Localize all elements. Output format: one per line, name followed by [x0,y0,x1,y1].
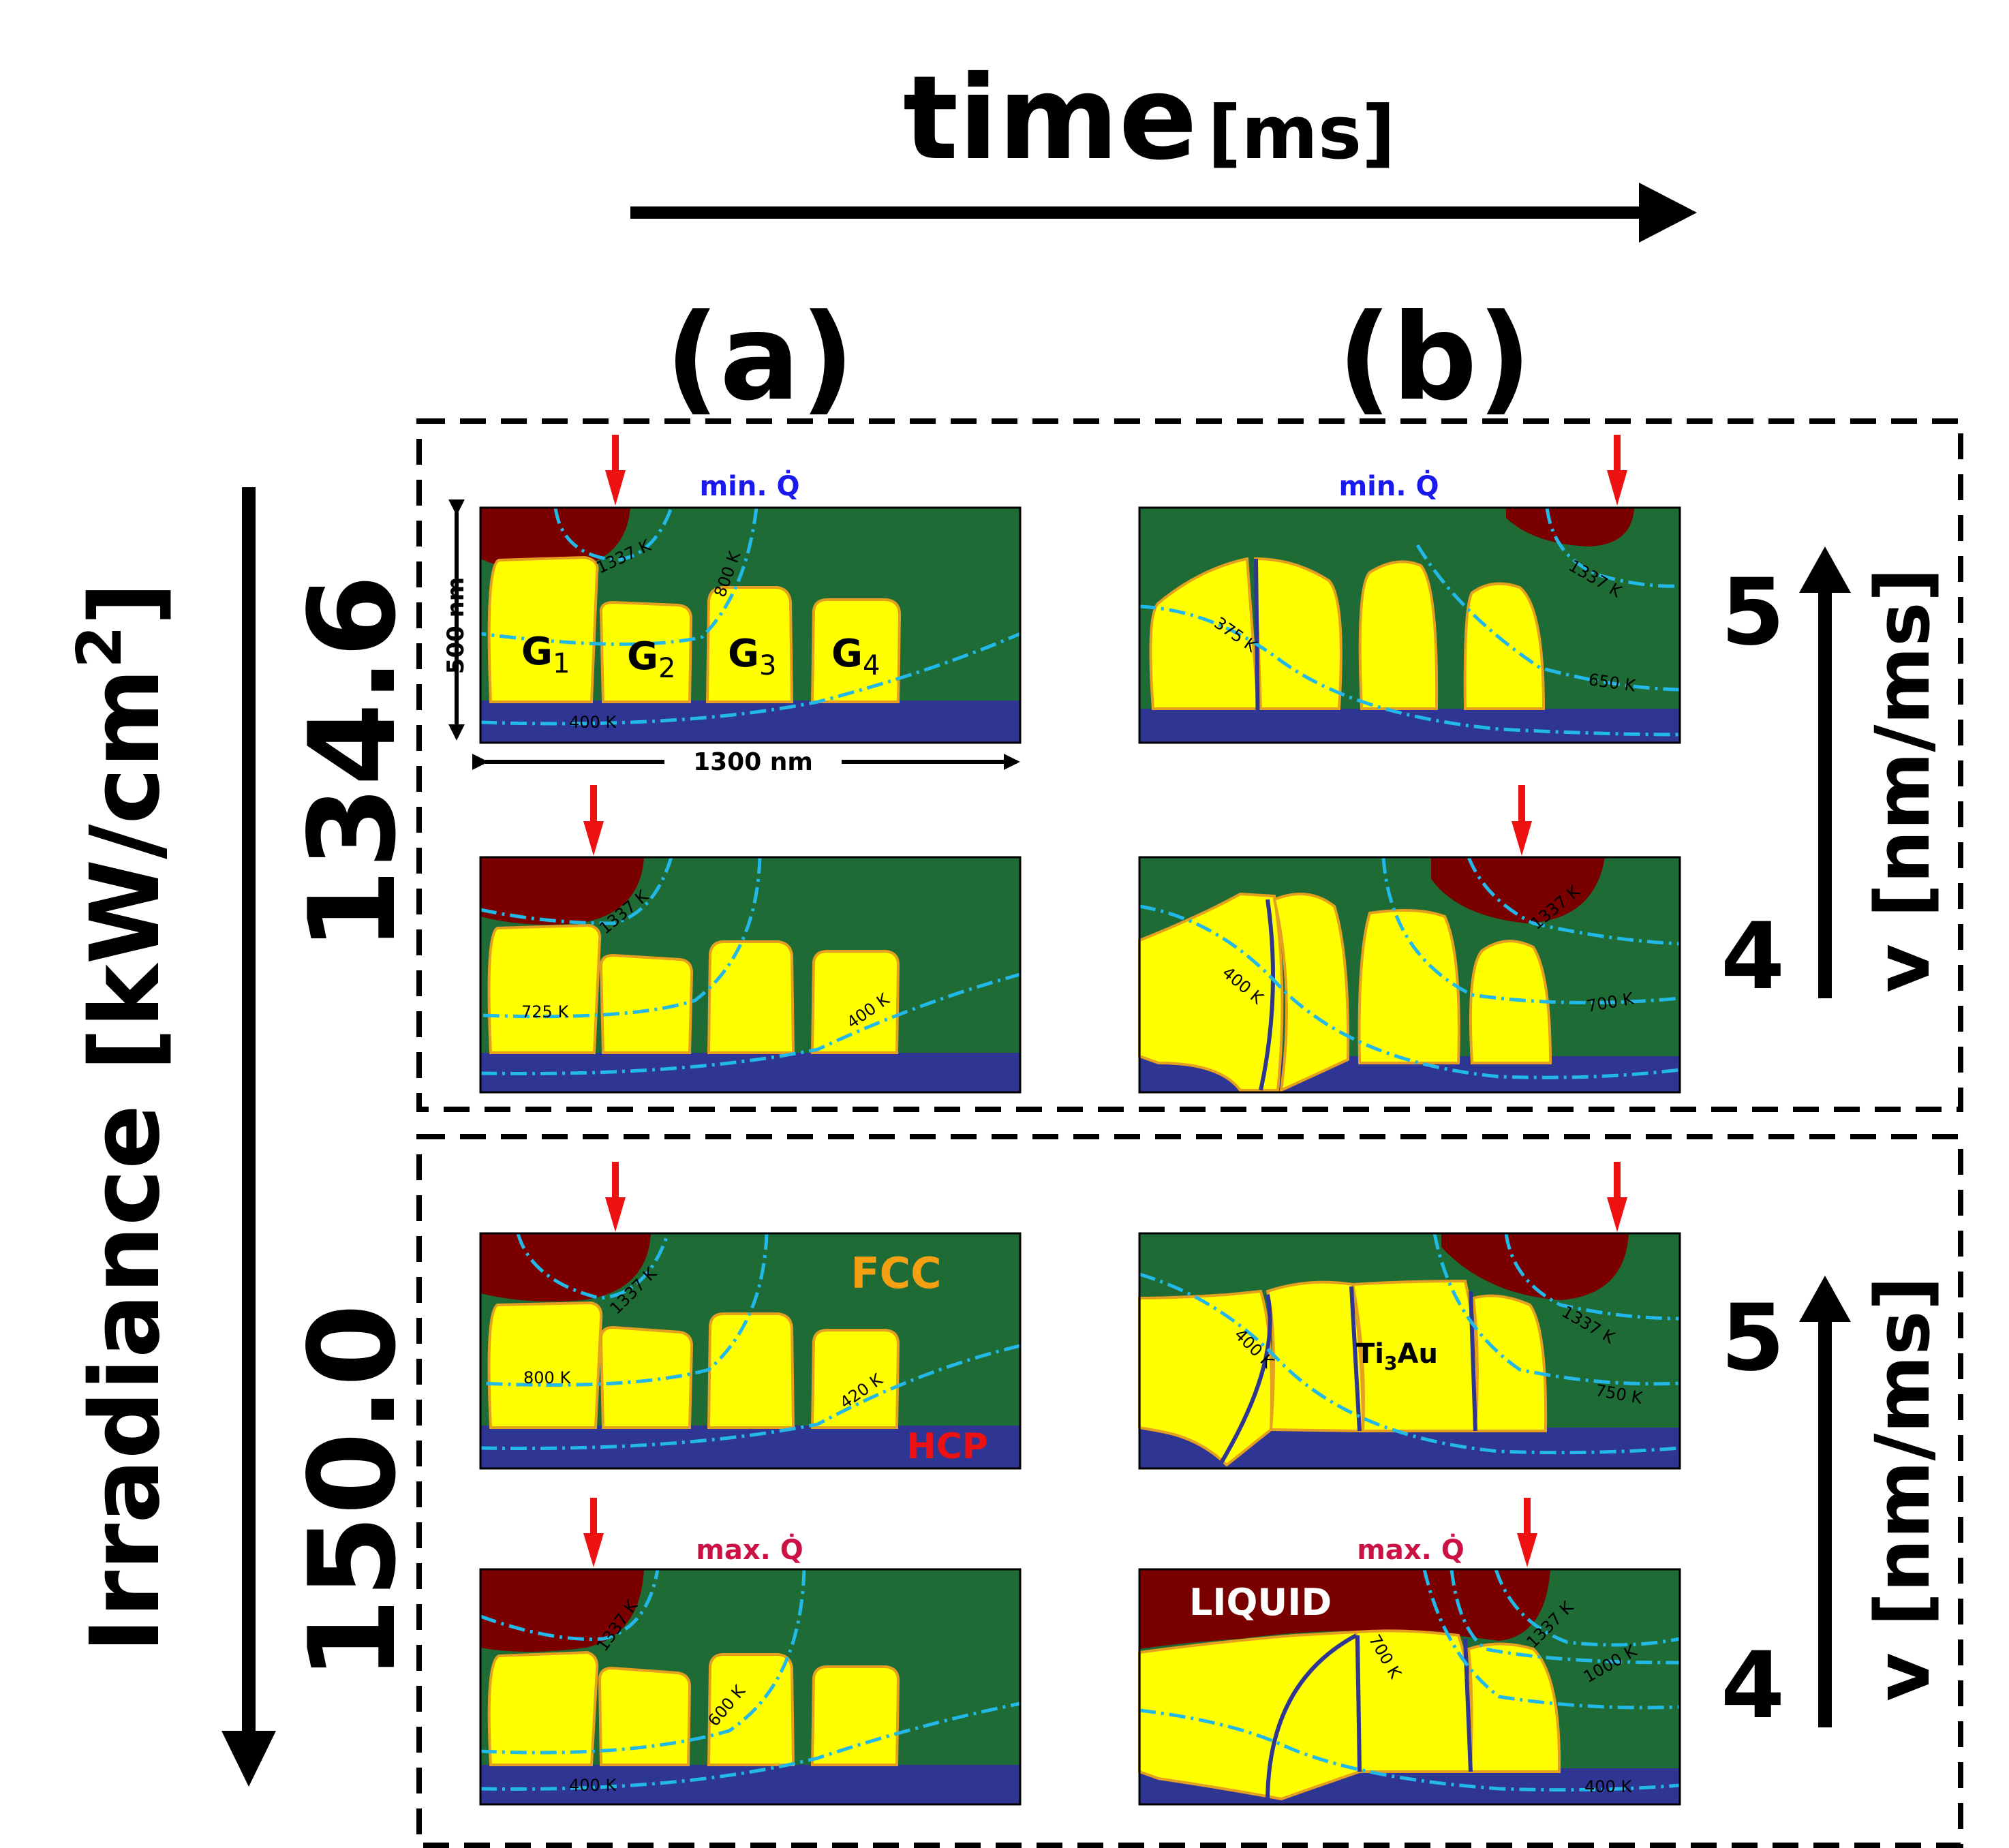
grain-g1-label: G1 [521,630,570,679]
panel-a1: 1337 K 800 K 400 K G1 G2 G3 G4 [479,506,1022,744]
isotherm-a1-400: 400 K [569,713,617,732]
grain-g4-label: G4 [831,632,880,681]
panel-b2: 1337 K 400 K 700 K [1138,856,1681,1094]
isotherm-a4-400: 400 K [569,1776,617,1795]
panel-a3: 1337 K 800 K 420 K FCC HCP [479,1232,1022,1470]
group-box-2 [416,1134,1963,1848]
velocity-value-4-b: 4 [1721,1632,1785,1739]
max-q-label-a: max. Q̇ [696,1533,803,1566]
irradiance-arrow [221,487,276,1787]
panel-b1: 1337 K 375 K 650 K [1138,506,1681,744]
ti3au-label: Ti3Au [1356,1338,1438,1374]
panel-b3: 1337 K 400 K 750 K Ti3Au [1138,1232,1681,1470]
velocity-axis-label-1: v [nm/ms] [1859,568,1946,993]
hcp-label: HCP [906,1426,988,1467]
group-box-1 [416,418,1963,1112]
velocity-arrow-2 [1799,1276,1851,1727]
grain-g3-label: G3 [728,632,776,681]
min-q-label-b: min. Q̇ [1339,469,1439,502]
velocity-axis-label-2: v [nm/ms] [1859,1276,1946,1701]
laser-arrow-a2 [583,785,604,856]
scale-label-horizontal: 1300 nm [693,748,813,776]
panel-a2: 1337 K 725 K 400 K [479,856,1022,1094]
isotherm-a3-800: 800 K [523,1368,571,1387]
irradiance-value-2: 150.0 [284,1304,423,1681]
laser-arrow-b1 [1607,435,1627,506]
laser-arrow-a3 [605,1162,626,1232]
laser-arrow-b3 [1607,1162,1627,1232]
scale-label-vertical: 500 nm [442,577,470,674]
fcc-label: FCC [850,1248,941,1298]
time-label: time [903,51,1197,186]
isotherm-b4-400: 400 K [1584,1777,1632,1796]
laser-arrow-b4 [1517,1498,1537,1567]
panel-b4: 1337 K 700 K 1000 K 400 K LIQUID [1138,1568,1681,1806]
column-b-label: (b) [1337,289,1531,427]
isotherm-a2-725: 725 K [521,1002,569,1021]
max-q-label-b: max. Q̇ [1357,1533,1464,1566]
laser-arrow-a1 [605,435,626,506]
irradiance-axis-label: Irradiance [kW/cm2] [64,582,181,1653]
grain-g2-label: G2 [627,634,675,684]
laser-arrow-b2 [1512,785,1532,856]
velocity-value-5-b: 5 [1721,1284,1785,1391]
velocity-value-5-a: 5 [1721,559,1785,666]
panel-a4: 1337 K 600 K 400 K [479,1568,1022,1806]
liquid-label: LIQUID [1189,1581,1332,1624]
column-a-label: (a) [665,289,855,427]
irradiance-value-1: 134.6 [284,574,423,952]
min-q-label-a: min. Q̇ [700,469,800,502]
laser-arrow-a4 [583,1498,604,1567]
time-unit: [ms] [1208,91,1396,176]
velocity-arrow-1 [1799,546,1851,998]
time-arrow [630,183,1697,243]
velocity-value-4-a: 4 [1721,903,1785,1010]
